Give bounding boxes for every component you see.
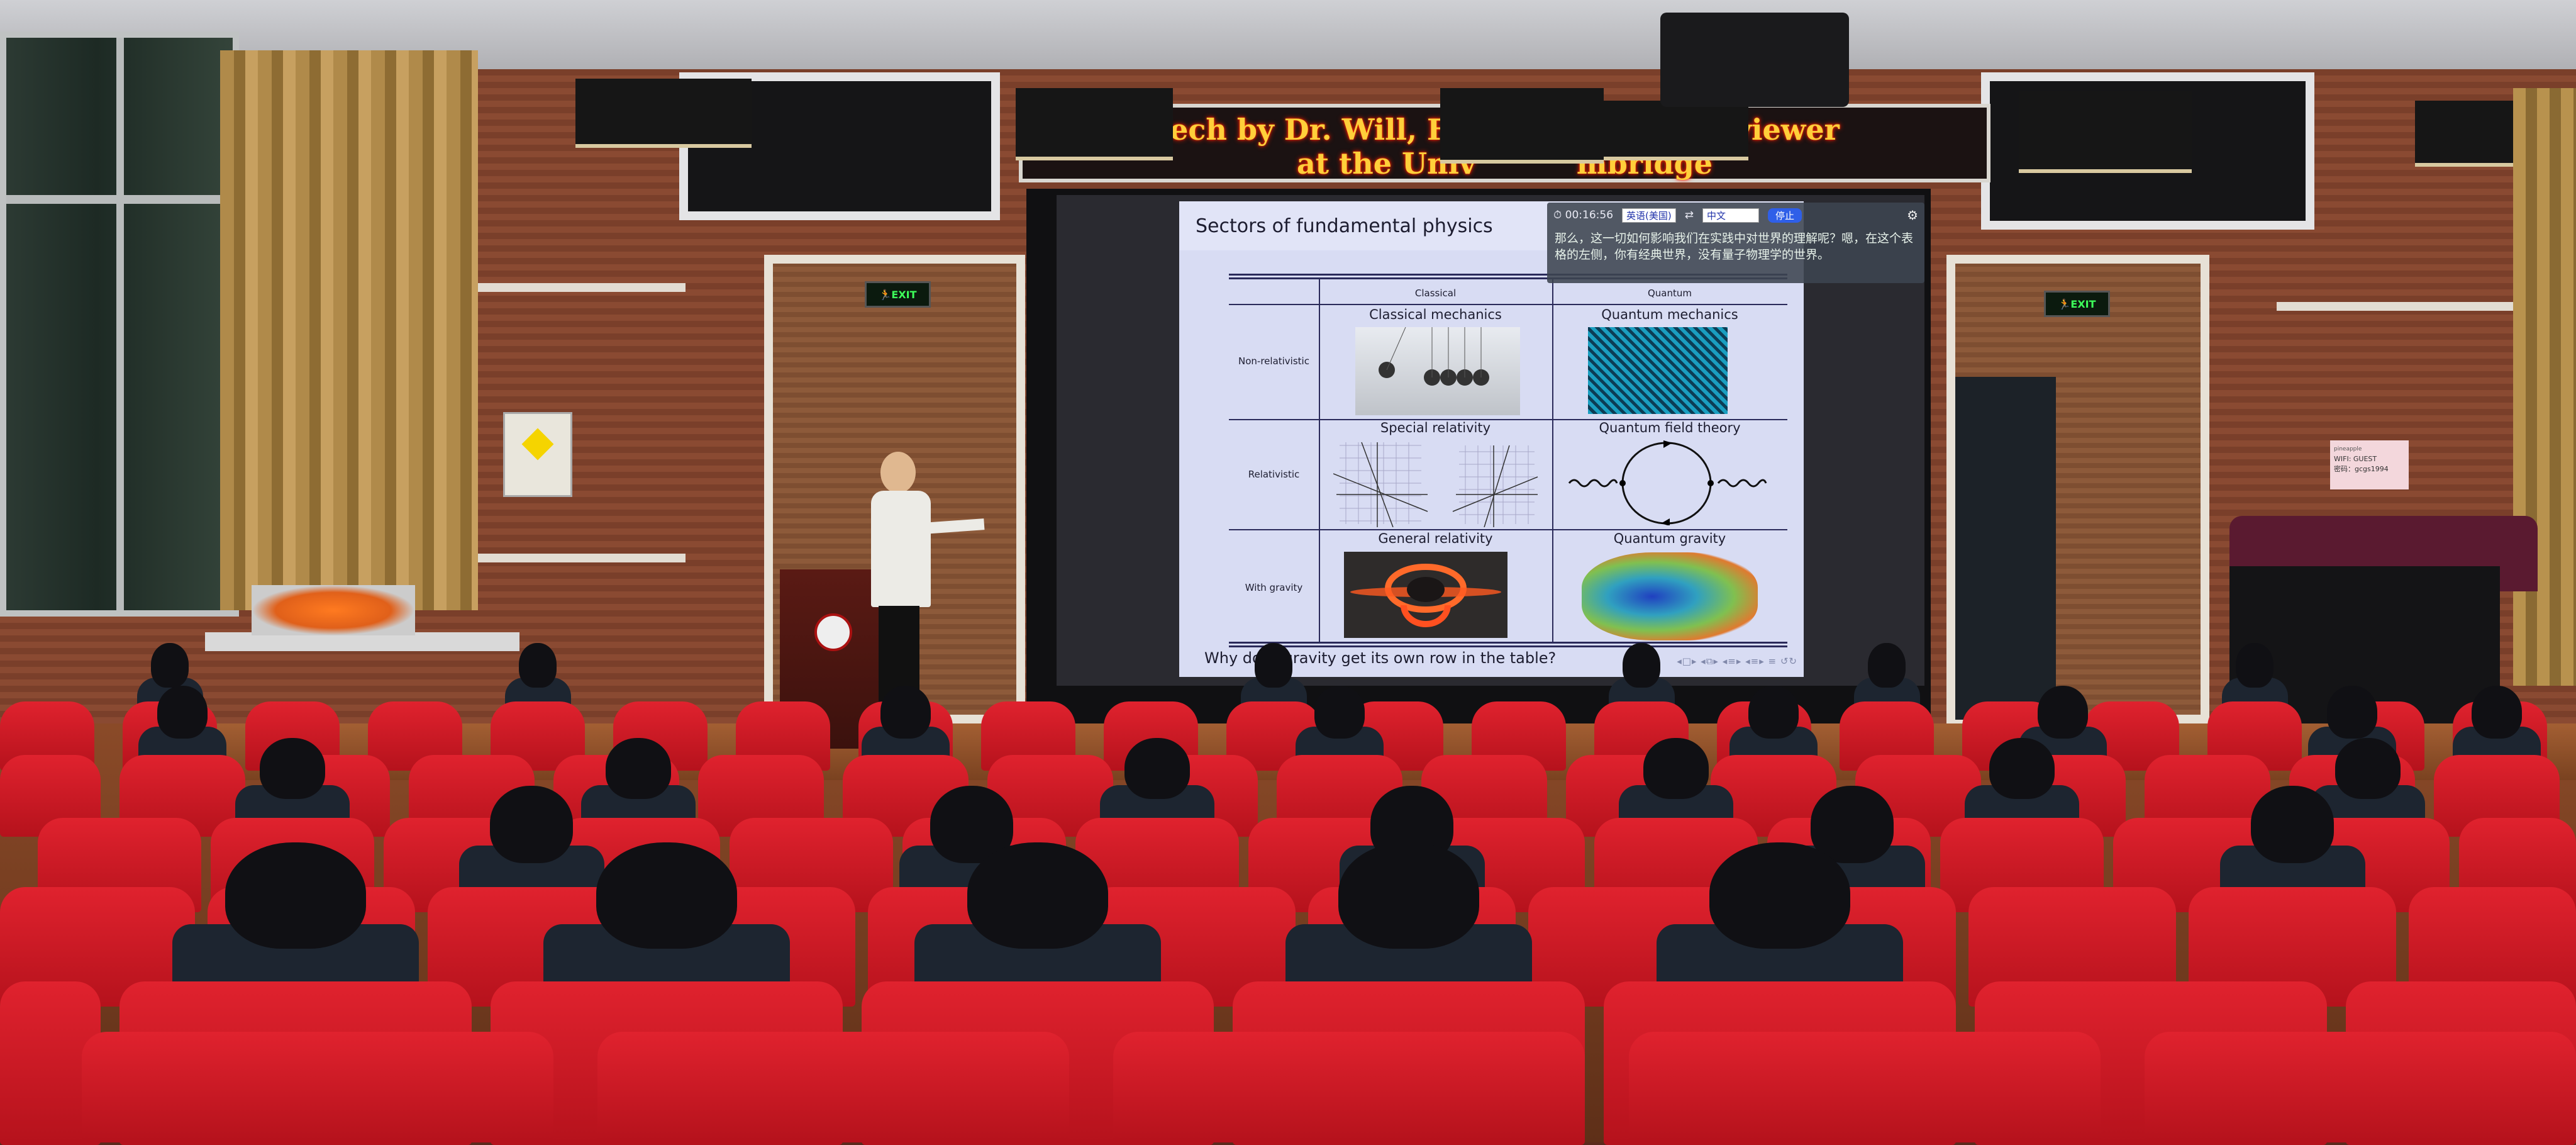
timer: ⏱ 00:16:56 <box>1553 209 1614 221</box>
row-label: Relativistic <box>1248 469 1300 480</box>
row-label: With gravity <box>1245 582 1303 593</box>
audience-member-head <box>880 685 931 739</box>
seat <box>82 1032 553 1142</box>
stage-light <box>1440 88 1604 164</box>
audience-member-head <box>2038 685 2088 739</box>
quantum-gravity-image <box>1582 552 1758 640</box>
audience-member-head <box>2251 785 2334 863</box>
newtons-cradle-image <box>1355 327 1520 415</box>
door-right <box>1946 255 2209 723</box>
slide-title: Sectors of fundamental physics <box>1196 215 1493 237</box>
audience-member-head <box>1643 737 1709 799</box>
column-header-quantum: Quantum <box>1647 288 1692 299</box>
source-language-select[interactable]: 英语(美国) <box>1622 208 1676 223</box>
audience-member-head <box>1811 785 1894 863</box>
audience-member-head <box>151 642 189 688</box>
cell-title: Quantum field theory <box>1599 420 1741 435</box>
audience-member-head <box>1338 842 1479 949</box>
audience-member-head <box>1989 737 2055 799</box>
audience-member-head <box>1748 685 1799 739</box>
audience-member-head <box>1314 685 1365 739</box>
cell-title: Quantum mechanics <box>1601 307 1738 322</box>
cell-title: General relativity <box>1378 531 1493 546</box>
cell-title: Special relativity <box>1380 420 1491 435</box>
audience-member-head <box>1709 842 1850 949</box>
audience-member-head <box>1255 642 1292 688</box>
stop-button[interactable]: 停止 <box>1768 208 1802 223</box>
feynman-diagram-image <box>1566 440 1774 526</box>
table <box>205 632 519 651</box>
table-items <box>252 585 415 635</box>
target-language-select[interactable]: 中文 <box>1702 208 1759 223</box>
black-hole-image <box>1344 552 1507 638</box>
seat <box>2145 1032 2576 1142</box>
audience-member-head <box>606 737 671 799</box>
wall-trim <box>478 283 686 292</box>
seat <box>1113 1032 1585 1142</box>
exit-sign-right: 🏃 EXIT <box>2044 291 2110 317</box>
gear-icon[interactable]: ⚙ <box>1907 208 1918 223</box>
audience-member-head <box>157 685 208 739</box>
audience-member-head <box>490 785 573 863</box>
row-label: Non-relativistic <box>1238 355 1309 367</box>
stage-light <box>1016 88 1173 160</box>
swap-languages-icon[interactable]: ⇄ <box>1684 209 1694 221</box>
beamer-navigation-icons[interactable]: ◂□▸ ◂⧉▸ ◂≡▸ ◂≡▸ ≡ ↺↻ <box>1677 656 1797 667</box>
warning-icon <box>521 428 554 461</box>
cell-title: Quantum gravity <box>1613 531 1726 546</box>
school-emblem <box>814 613 852 651</box>
translated-subtitle: 那么，这一切如何影响我们在实践中对世界的理解呢？嗯，在这个表格的左侧，你有经典世… <box>1555 232 1914 262</box>
audience-member-head <box>596 842 737 949</box>
audience-member-head <box>260 737 325 799</box>
audience-member-head <box>1124 737 1190 799</box>
wifi-notice: pineapple WIFI: GUEST 密码：gcgs1994 <box>2330 440 2409 489</box>
stage-light <box>575 79 752 148</box>
wall-trim <box>478 554 686 562</box>
exit-icon: 🏃 <box>2058 298 2071 310</box>
audience-member-head <box>2472 685 2522 739</box>
audience-member-head <box>967 842 1108 949</box>
exit-sign-left: 🏃 EXIT <box>865 281 931 308</box>
audience-member-head <box>2327 685 2377 739</box>
curtain-right <box>2513 88 2576 686</box>
projector <box>1660 13 1849 107</box>
seat <box>1629 1032 2101 1142</box>
audience-member-head <box>225 842 366 949</box>
audience-member-head <box>1868 642 1906 688</box>
wall-trim <box>2277 302 2513 311</box>
exit-icon: 🏃 <box>879 288 892 301</box>
column-header-classical: Classical <box>1414 288 1457 299</box>
seat <box>597 1032 1069 1142</box>
audience-member-head <box>1623 642 1660 688</box>
wave-diffraction-image <box>1588 327 1728 414</box>
spacetime-diagram-image <box>1333 439 1541 528</box>
electrical-box <box>503 412 572 497</box>
audience-member-head <box>2236 642 2273 688</box>
audience-member-head <box>2335 737 2401 799</box>
stage-light <box>2019 91 2192 173</box>
live-translation-overlay: ⏱ 00:16:56 英语(美国) ⇄ 中文 停止 ⚙ 那么，这一切如何影响我们… <box>1547 203 1924 283</box>
curtain-left <box>220 50 478 610</box>
audience-member-head <box>519 642 557 688</box>
stage-light <box>1604 101 1748 160</box>
cell-title: Classical mechanics <box>1369 307 1502 322</box>
window <box>0 31 239 617</box>
